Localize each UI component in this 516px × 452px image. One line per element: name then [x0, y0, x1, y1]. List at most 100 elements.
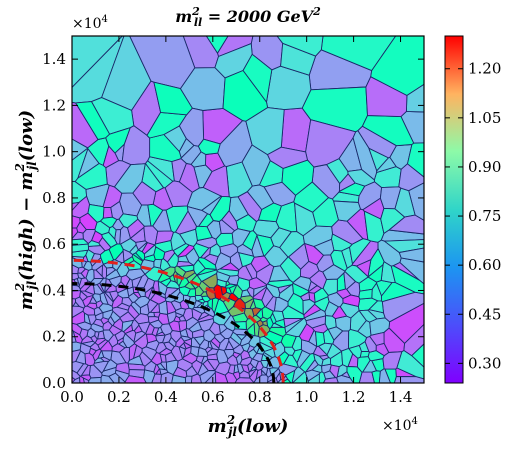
voronoi-cell [358, 309, 378, 323]
x-tick-label: 0.0 [60, 388, 84, 406]
voronoi-cell [358, 288, 373, 300]
voronoi-cell [299, 353, 316, 373]
voronoi-cell [100, 374, 115, 383]
voronoi-cell [100, 356, 111, 362]
y-tick-label: 0.8 [42, 189, 66, 207]
voronoi-cell [137, 241, 148, 253]
voronoi-cell [242, 230, 258, 251]
voronoi-cell [246, 184, 275, 210]
colorbar-tick-label: 0.75 [468, 207, 501, 225]
voronoi-cell [309, 270, 327, 289]
voronoi-cell [79, 328, 89, 341]
voronoi-cell [243, 308, 255, 320]
plot-frame [71, 35, 425, 384]
boundary-curve [72, 258, 285, 383]
voronoi-cell [223, 348, 235, 360]
voronoi-cell [104, 291, 114, 303]
voronoi-cell [242, 53, 273, 103]
colorbar-tick-label: 0.90 [468, 158, 501, 176]
voronoi-cell [305, 315, 326, 329]
voronoi-cell [272, 310, 285, 322]
voronoi-cell [184, 281, 196, 290]
voronoi-cell [260, 366, 269, 376]
voronoi-cell [108, 225, 117, 240]
voronoi-cell [247, 362, 254, 373]
voronoi-cell [149, 319, 163, 329]
voronoi-cell [82, 254, 89, 263]
colorbar-ticks: 0.30 0.45 0.60 0.75 0.90 1.05 1.20 [445, 60, 501, 372]
voronoi-cell [106, 267, 116, 277]
x-tick-label: 0.6 [201, 388, 225, 406]
voronoi-cell [98, 303, 114, 314]
boundary-curves [72, 258, 285, 383]
voronoi-cell [170, 330, 182, 343]
voronoi-cell [398, 163, 424, 192]
x-axis-label: m2 jl(low) [208, 413, 289, 439]
x-tick-label: 1.2 [342, 388, 366, 406]
voronoi-cell [87, 240, 101, 247]
voronoi-cell [175, 210, 197, 235]
voronoi-cell [267, 146, 308, 169]
voronoi-cell [222, 70, 269, 122]
voronoi-cell [313, 287, 329, 303]
voronoi-cell [367, 264, 384, 283]
voronoi-cell [315, 331, 326, 348]
voronoi-cell [152, 209, 172, 232]
y-axis-multiplier: ×104 [72, 14, 108, 32]
voronoi-cell [191, 359, 203, 375]
voronoi-cell [145, 160, 174, 189]
voronoi-cell [72, 301, 80, 307]
voronoi-cell [118, 213, 139, 229]
voronoi-cell [224, 283, 237, 289]
voronoi-cell [356, 259, 372, 278]
voronoi-cell [72, 310, 86, 325]
voronoi-cell [150, 352, 163, 366]
voronoi-cell [151, 373, 162, 383]
colorbar-tick-label: 1.05 [468, 109, 501, 127]
y-tick-label: 0.2 [42, 328, 66, 346]
voronoi-cell [82, 377, 90, 383]
voronoi-cell [284, 317, 305, 334]
voronoi-cell [375, 342, 390, 357]
voronoi-cell [378, 368, 391, 383]
voronoi-cell [231, 228, 251, 248]
voronoi-cell [252, 352, 264, 362]
voronoi-cell [207, 298, 213, 310]
voronoi-cell [80, 335, 94, 344]
y-tick-label: 0.6 [42, 235, 66, 253]
voronoi-cell [347, 169, 375, 187]
chart-title: m2 ll = 2000 GeV2 [175, 5, 321, 29]
voronoi-cell [116, 337, 124, 345]
voronoi-cell [276, 36, 324, 57]
voronoi-cell [323, 370, 336, 380]
voronoi-cell [327, 326, 344, 341]
voronoi-cell [209, 243, 222, 258]
x-tick-label: 1.0 [295, 388, 319, 406]
voronoi-cell [72, 284, 81, 292]
voronoi-cell [292, 348, 303, 364]
x-tick-label: 1.4 [389, 388, 413, 406]
voronoi-cell [178, 163, 200, 193]
voronoi-cell [174, 265, 187, 278]
voronoi-cells [72, 36, 424, 383]
voronoi-cell [267, 279, 294, 289]
voronoi-cell [319, 354, 330, 361]
voronoi-cell [228, 292, 239, 302]
voronoi-cell [256, 319, 264, 328]
x-tick-label: 0.8 [248, 388, 272, 406]
voronoi-cell [146, 333, 158, 344]
voronoi-cell [158, 312, 170, 325]
x-axis-multiplier: ×104 [382, 416, 418, 434]
voronoi-cell [196, 269, 218, 282]
voronoi-cell [166, 300, 177, 315]
voronoi-cell [398, 247, 424, 263]
voronoi-cell [265, 296, 277, 312]
colorbar-tick-label: 0.45 [468, 305, 501, 323]
voronoi-cell [214, 371, 229, 383]
voronoi-cell [159, 353, 167, 363]
voronoi-cell [153, 81, 193, 116]
voronoi-cell [363, 210, 385, 243]
voronoi-cell [147, 311, 155, 318]
voronoi-cell [105, 127, 131, 154]
voronoi-cell [134, 295, 151, 309]
